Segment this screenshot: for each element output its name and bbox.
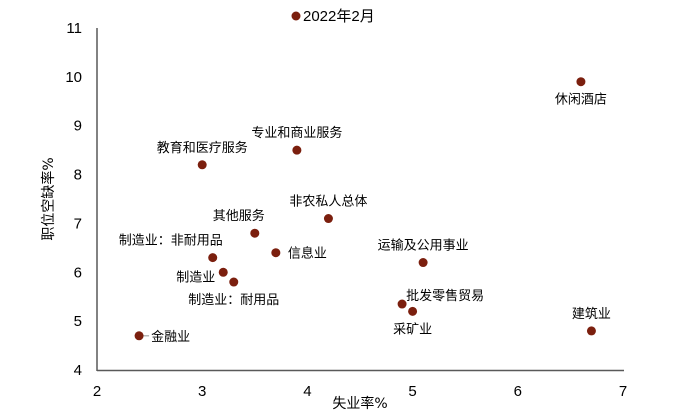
marker-dot-icon xyxy=(250,228,260,238)
axes xyxy=(96,28,624,372)
data-point: 运输及公用事业 xyxy=(378,238,469,268)
marker-dot-icon xyxy=(323,214,333,224)
data-point: 信息业 xyxy=(271,246,327,262)
point-label: 其他服务 xyxy=(213,208,265,224)
point-label: 建筑业 xyxy=(572,306,611,322)
y-tick-label: 7 xyxy=(74,215,82,232)
marker-dot-icon xyxy=(586,326,596,336)
marker-dot-icon xyxy=(218,267,228,277)
point-label: 制造业 xyxy=(176,270,215,285)
point-label: 制造业：耐用品 xyxy=(188,293,279,308)
y-tick-label: 9 xyxy=(74,118,82,135)
x-tick-label: 4 xyxy=(303,383,311,400)
y-tick-label: 6 xyxy=(74,264,82,281)
point-label: 信息业 xyxy=(288,246,327,262)
marker-dot-icon xyxy=(208,253,218,263)
point-label: 专业和商业服务 xyxy=(251,125,342,141)
y-tick-label: 10 xyxy=(65,69,82,86)
data-point: 制造业：非耐用品 xyxy=(119,234,223,263)
data-point: 建筑业 xyxy=(572,306,611,336)
point-label: 金融业 xyxy=(151,329,190,345)
x-tick-label: 6 xyxy=(514,383,522,400)
y-tick-label: 8 xyxy=(74,167,82,184)
point-label: 教育和医疗服务 xyxy=(157,140,248,156)
marker-dot-icon xyxy=(134,331,144,341)
data-point: 非农私人总体 xyxy=(289,195,367,224)
x-tick-label: 3 xyxy=(198,383,206,400)
y-tick-label: 5 xyxy=(74,313,82,330)
marker-dot-icon xyxy=(197,160,207,170)
y-tick-label: 4 xyxy=(74,362,82,379)
marker-dot-icon xyxy=(271,248,281,258)
data-point: 休闲酒店 xyxy=(555,77,607,108)
point-label: 非农私人总体 xyxy=(289,195,367,210)
x-tick-labels: 2 3 4 5 6 7 xyxy=(93,383,627,400)
y-tick-label: 11 xyxy=(66,20,82,37)
legend-marker-icon xyxy=(291,11,301,21)
data-point: 其他服务 xyxy=(213,208,265,238)
legend: 2022年2月 xyxy=(291,8,375,25)
data-point: 采矿业 xyxy=(393,306,432,337)
x-tick-label: 2 xyxy=(93,383,101,400)
data-point: 批发零售贸易 xyxy=(397,288,484,309)
marker-dot-icon xyxy=(229,277,239,287)
marker-dot-icon xyxy=(576,77,586,87)
legend-label: 2022年2月 xyxy=(303,8,375,25)
data-point: 专业和商业服务 xyxy=(251,125,342,155)
data-point: 制造业 xyxy=(176,267,228,285)
x-tick-label: 7 xyxy=(619,383,627,400)
data-point: 金融业 xyxy=(134,329,190,345)
point-label: 采矿业 xyxy=(393,322,432,337)
data-point: 教育和医疗服务 xyxy=(157,140,248,170)
point-label: 运输及公用事业 xyxy=(378,238,469,254)
marker-dot-icon xyxy=(292,145,302,155)
point-label: 批发零售贸易 xyxy=(406,288,484,304)
point-label: 制造业：非耐用品 xyxy=(119,234,223,249)
y-axis-title: 职位空缺率% xyxy=(40,157,57,240)
marker-dot-icon xyxy=(397,299,407,309)
y-tick-labels: 4 5 6 7 8 9 10 11 xyxy=(65,20,82,379)
point-label: 休闲酒店 xyxy=(555,93,607,108)
x-axis-title: 失业率% xyxy=(332,395,387,412)
marker-dot-icon xyxy=(418,258,428,268)
marker-dot-icon xyxy=(408,306,418,316)
data-point: 制造业：耐用品 xyxy=(188,277,279,308)
x-tick-label: 5 xyxy=(408,383,416,400)
